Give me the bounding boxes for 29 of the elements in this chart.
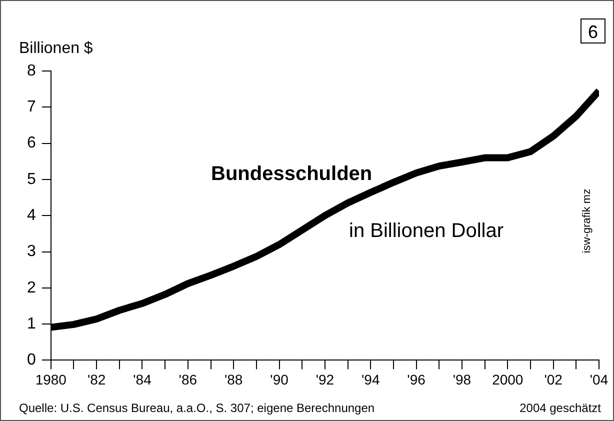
x-tick-label: '96 [407, 371, 426, 388]
y-axis-title: Billionen $ [19, 40, 93, 57]
x-tick-label: '04 [590, 371, 608, 388]
text: 6 [588, 22, 598, 42]
x-tick-label: '88 [224, 371, 243, 388]
x-tick-label: '98 [452, 371, 472, 388]
text: in Billionen Dollar [349, 220, 504, 242]
x-tick-label: '94 [362, 371, 380, 388]
y-tick-label: 2 [26, 279, 36, 296]
x-tick-label: 2000 [492, 371, 524, 388]
x-tick-label: 1980 [35, 371, 67, 388]
x-tick-label: '92 [316, 371, 334, 388]
text: Bundesschulden [211, 163, 372, 185]
source-note: Quelle: U.S. Census Bureau, a.a.O., S. 307; eigene Berechnungen [19, 401, 375, 415]
y-tick-label: 6 [26, 134, 36, 152]
y-tick-label: 1 [26, 315, 36, 332]
x-tick-label: '02 [544, 371, 563, 388]
y-tick-label: 4 [26, 207, 36, 224]
y-tick-label: 8 [26, 62, 36, 80]
x-tick-label: '82 [87, 371, 106, 388]
y-tick-label: 5 [26, 170, 36, 188]
x-tick-label: '86 [178, 371, 198, 388]
x-tick-label: '84 [133, 371, 152, 388]
text: 2004 geschätzt [520, 401, 602, 415]
y-tick-label: 3 [26, 243, 36, 260]
x-tick-label: '90 [270, 371, 289, 388]
y-tick-label: 0 [26, 352, 36, 369]
y-tick-label: 7 [26, 98, 36, 116]
annotation: isw-grafik mz [581, 188, 593, 254]
